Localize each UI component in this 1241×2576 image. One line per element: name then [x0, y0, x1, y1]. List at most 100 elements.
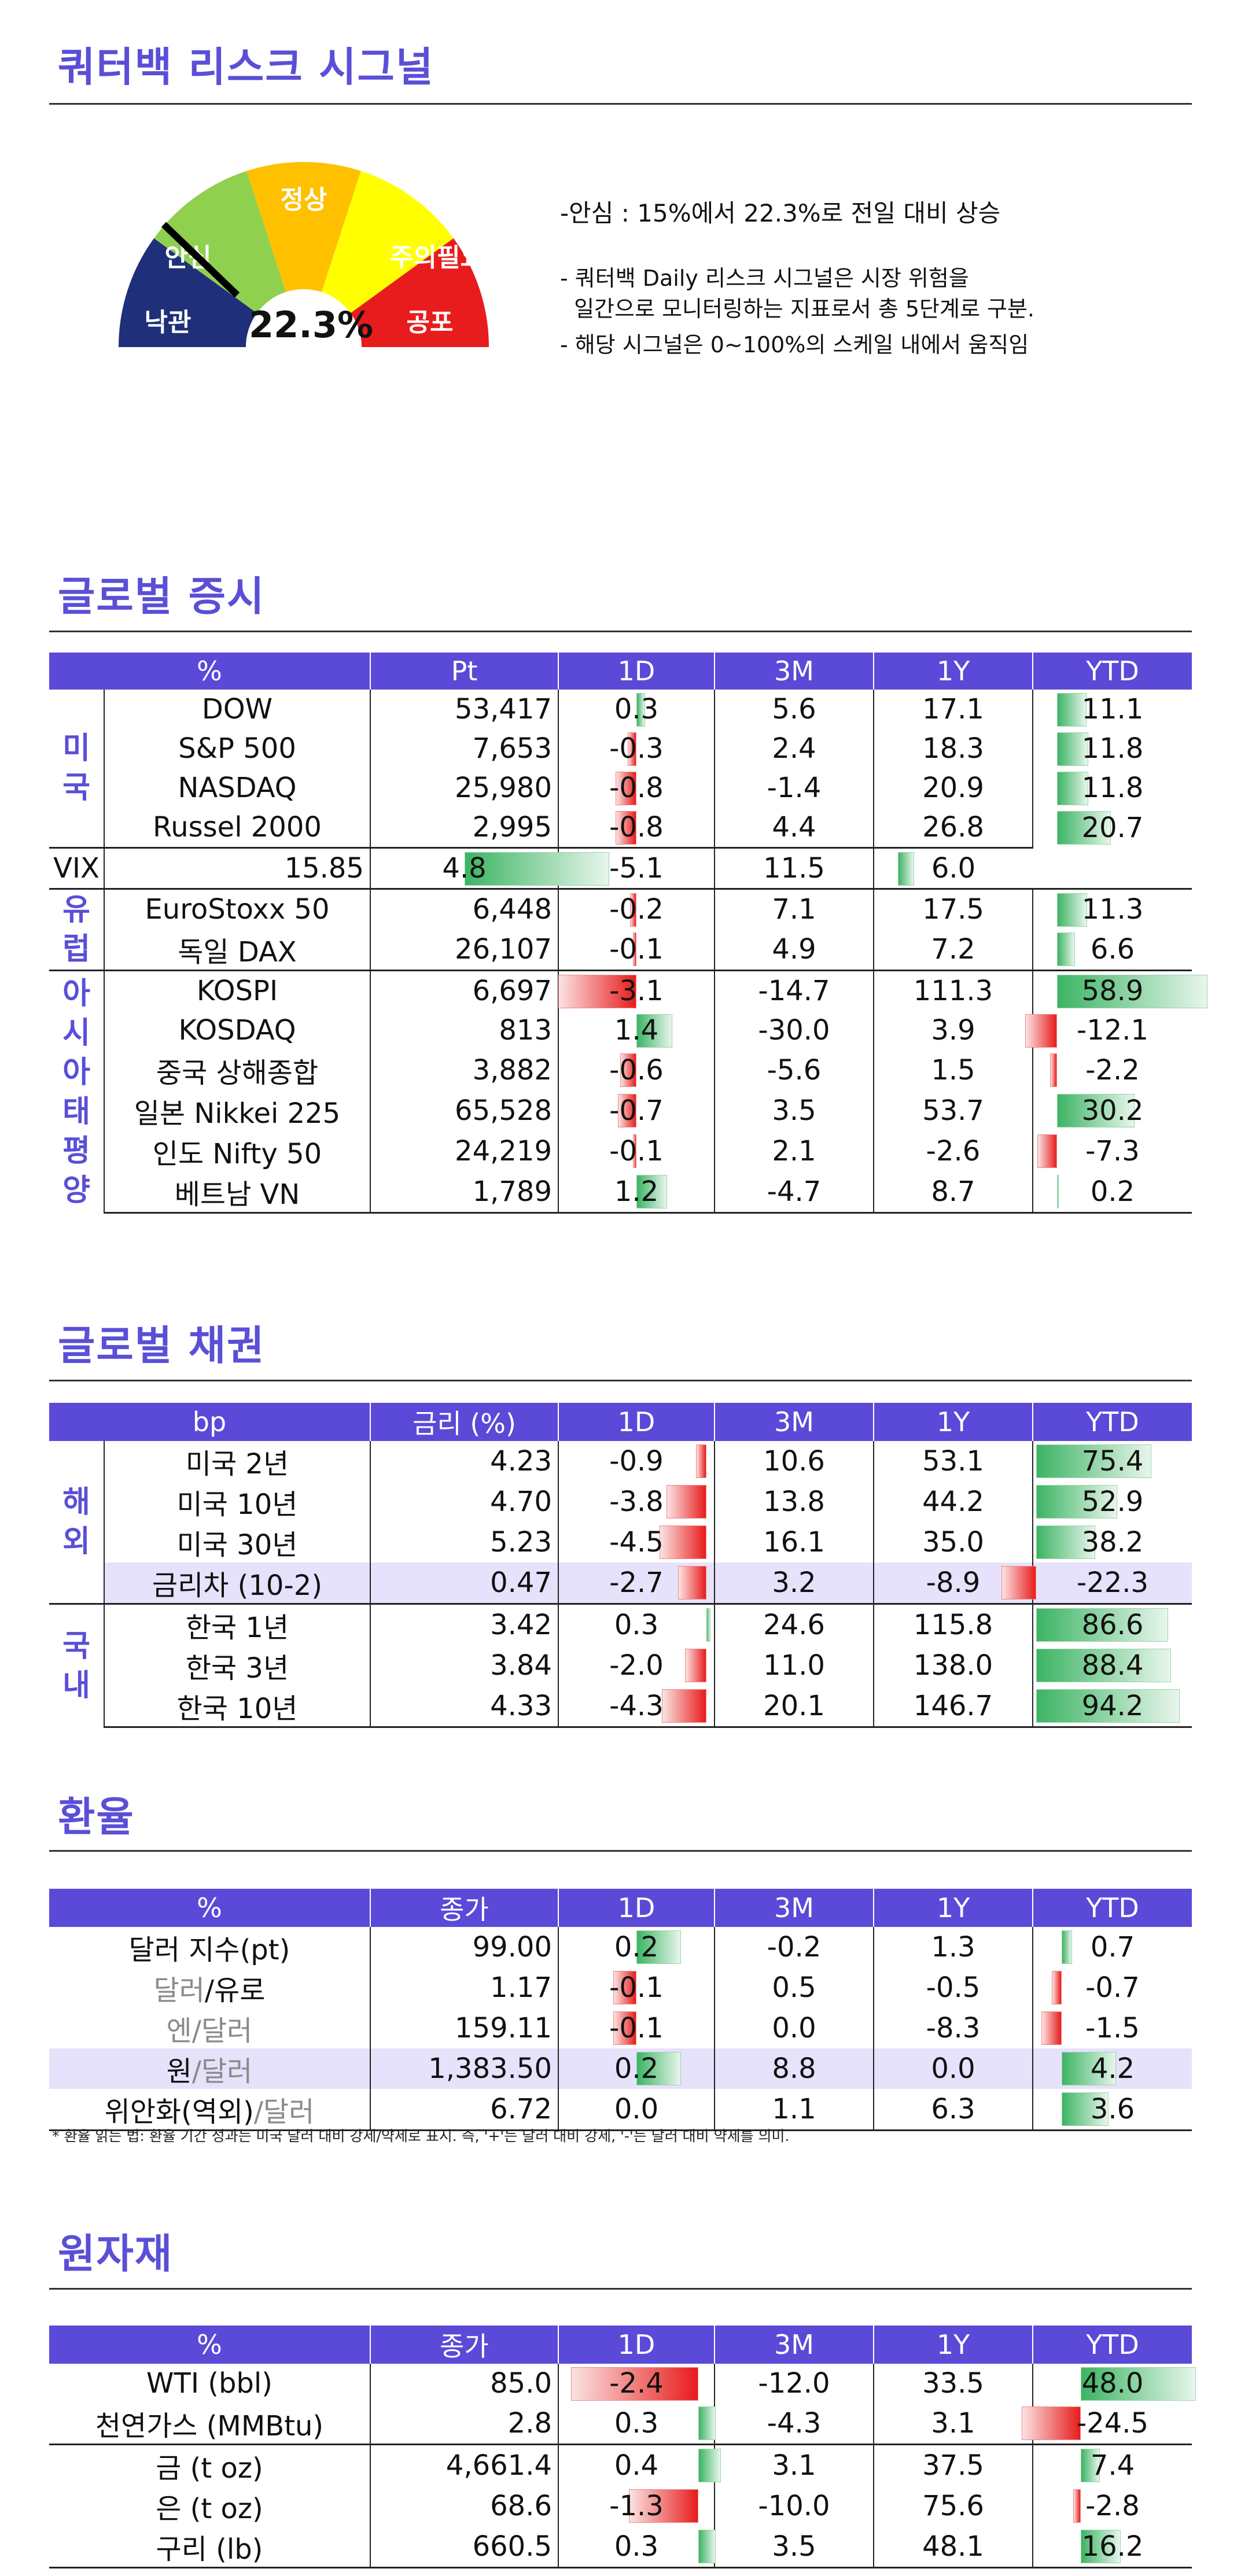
fx-1d: 0.2	[558, 1927, 715, 1967]
commodity-name: 구리 (lb)	[49, 2526, 370, 2568]
bond-ytd-bar	[1001, 1566, 1037, 1600]
fx-3m: 8.8	[714, 2048, 874, 2089]
fx-name: 달러/유로	[49, 1967, 370, 2008]
equity-1d-bar	[617, 1094, 636, 1127]
commodity-ytd-bar	[1073, 2489, 1081, 2523]
header-4: 1Y	[873, 1889, 1033, 1927]
equity-pt: 813	[370, 1011, 558, 1050]
fx-name-text: 달러 지수(pt)	[128, 1934, 290, 1966]
equity-1d-bar	[636, 1175, 668, 1208]
bond-3m: 3.2	[714, 1562, 874, 1604]
bond-1d-value: -2.7	[609, 1567, 664, 1599]
header-row: % 종가 1D 3M 1Y YTD	[49, 2326, 1192, 2364]
gauge-segment-relief	[154, 171, 286, 314]
fx-close: 99.00	[370, 1927, 558, 1967]
commodity-1d: 0.4	[558, 2444, 721, 2486]
equity-ytd: -12.1	[1025, 1011, 1192, 1050]
header-5: YTD	[1032, 1403, 1192, 1441]
commodity-name: 은 (t oz)	[156, 2493, 263, 2525]
commodity-3m: 3.5	[714, 2526, 874, 2568]
risk-note-1: - 쿼터백 Daily 리스크 시그널은 시장 위험을	[560, 266, 969, 291]
equity-pt: 24,219	[370, 1131, 558, 1171]
equity-name: VIX	[49, 847, 104, 889]
fx-ytd: 4.2	[1032, 2048, 1192, 2089]
bond-rate: 5.23	[370, 1522, 558, 1562]
bond-row: 해 외 미국 2년 4.23 -0.9 10.6 53.1 75.4	[49, 1441, 1192, 1604]
equity-pt: 53,417	[370, 690, 558, 729]
commodity-1d-value: -1.3	[609, 2490, 664, 2522]
equity-1d: -0.1	[558, 929, 715, 971]
equity-row: 독일 DAX 26,107 -0.1 4.9 7.2 6.6	[49, 929, 1192, 971]
bond-1y: 146.7	[873, 1686, 1033, 1728]
bond-group-char: 내	[62, 1668, 90, 1703]
equity-1d-bar	[615, 772, 636, 805]
header-5: YTD	[1032, 653, 1192, 690]
equity-name: 중국 상해종합	[156, 1057, 319, 1089]
header-2: 1D	[558, 653, 715, 690]
bond-1d-value: 0.3	[614, 1609, 659, 1641]
bond-3m: 20.1	[714, 1686, 874, 1728]
risk-note-2: 일간으로 모니터링하는 지표로서 총 5단계로 구분.	[560, 296, 1035, 322]
header-5: YTD	[1032, 1889, 1192, 1927]
equity-name: 인도 Nifty 50	[152, 1138, 322, 1170]
bond-1d-bar	[660, 1525, 706, 1559]
equity-1d: -0.7	[558, 1090, 715, 1131]
equity-name: DOW	[201, 693, 273, 725]
equity-ytd-value: -12.1	[1076, 1014, 1149, 1046]
bond-ytd-bar	[1036, 1689, 1180, 1723]
fx-row: 달러 지수(pt) 99.00 0.2 -0.2 1.3 0.7	[49, 1927, 1192, 1967]
equity-1d-bar	[636, 693, 645, 727]
equity-row: KOSDAQ 813 1.4 -30.0 3.9 -12.1	[49, 1011, 1192, 1050]
bond-3m: 16.1	[714, 1522, 874, 1562]
bond-row: 국 내 한국 1년 3.42 0.3 24.6 115.8 86.6	[49, 1603, 1192, 1727]
fx-ytd: -1.5	[1032, 2008, 1192, 2048]
bond-rate: 4.70	[370, 1482, 558, 1522]
commodity-row: 천연가스 (MMBtu) 2.8 0.3 -4.3 3.1 -24.5	[49, 2403, 1192, 2445]
fx-footnote: * 환율 읽는 법: 환율 기간 성과는 미국 달러 대비 강세/약세로 표시.…	[52, 2128, 790, 2144]
commodity-ytd: 16.2	[1032, 2526, 1192, 2568]
equity-ytd-value: 58.9	[1081, 975, 1144, 1007]
commodity-ytd-bar	[1081, 2449, 1100, 2482]
equity-pt: 65,528	[370, 1090, 558, 1131]
equity-1d-bar	[632, 933, 636, 966]
bond-1d-bar	[661, 1689, 706, 1723]
commodity-1y: 48.1	[873, 2526, 1033, 2568]
equity-3m: -14.7	[714, 970, 874, 1011]
fx-ytd-bar	[1062, 1930, 1072, 1964]
header-0: bp	[49, 1403, 370, 1441]
fx-name: 원/달러	[49, 2048, 370, 2089]
bond-name: 미국 2년	[185, 1448, 289, 1480]
commodity-ytd-value: -24.5	[1076, 2407, 1149, 2439]
bond-ytd-bar	[1036, 1525, 1095, 1559]
risk-value: 22.3%	[249, 304, 374, 346]
bond-3m: 10.6	[714, 1441, 874, 1482]
equity-1d-value: -0.3	[609, 732, 664, 765]
fx-name-base: 엔	[166, 2015, 192, 2047]
bond-1d-bar	[677, 1566, 706, 1600]
commodity-1d-bar	[698, 2530, 716, 2563]
equity-row: 인도 Nifty 50 24,219 -0.1 2.1 -2.6 -7.3	[49, 1131, 1192, 1171]
equity-ytd-value: 11.3	[1081, 893, 1144, 926]
commodity-name: WTI (bbl)	[146, 2367, 272, 2400]
equity-1y: 18.3	[873, 729, 1033, 768]
fx-1d-value: 0.2	[614, 2052, 659, 2085]
equity-ytd-value: 6.0	[931, 852, 976, 885]
fx-1y: 6.3	[873, 2089, 1033, 2131]
bond-table: bp 금리 (%) 1D 3M 1Y YTD 해 외 미국 2년 4.23 -0.9 10.6 53.1…	[49, 1403, 1192, 1728]
equity-1d: -0.6	[558, 1050, 715, 1090]
bond-rate: 3.84	[370, 1645, 558, 1686]
equity-3m: -5.1	[558, 847, 715, 889]
bond-ytd-value: 38.2	[1081, 1526, 1144, 1558]
equity-1y: 17.5	[873, 888, 1033, 929]
equity-ytd-value: 11.1	[1081, 693, 1144, 725]
fx-3m: 0.0	[714, 2008, 874, 2048]
header-4: 1Y	[873, 2326, 1033, 2364]
equity-group-char: 태	[62, 1094, 90, 1129]
header-0: %	[49, 653, 370, 690]
commodity-1d-bar	[628, 2489, 699, 2523]
header-4: 1Y	[873, 1403, 1033, 1441]
equity-ytd-value: 20.7	[1081, 811, 1144, 844]
equity-1d-bar	[558, 975, 636, 1008]
